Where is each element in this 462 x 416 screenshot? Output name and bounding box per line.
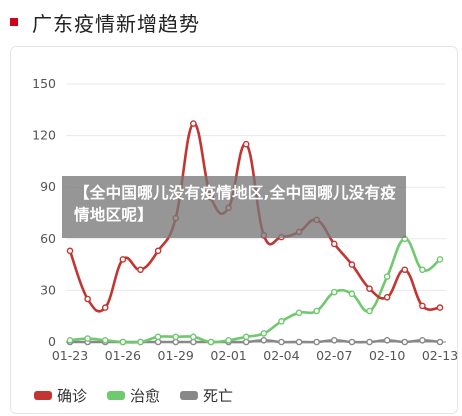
data-point: [383, 336, 391, 344]
data-point: [66, 247, 74, 255]
y-tick-label: 150: [32, 76, 56, 91]
data-point: [242, 333, 250, 341]
data-point: [190, 333, 197, 341]
data-point: [154, 333, 162, 341]
data-point: [154, 247, 162, 255]
data-point: [242, 338, 250, 346]
legend-label-death: 死亡: [203, 387, 234, 405]
x-tick-label: 02-07: [316, 348, 352, 363]
data-point: [348, 261, 356, 268]
data-point: [295, 309, 303, 317]
title-marker: [10, 18, 18, 26]
data-point: [137, 266, 144, 274]
x-tick-label: 02-04: [263, 348, 299, 363]
data-point: [401, 338, 409, 346]
data-point: [366, 307, 373, 315]
data-point: [154, 338, 162, 346]
y-tick-label: 30: [40, 282, 56, 297]
x-tick-label: 01-29: [158, 348, 194, 363]
data-point: [419, 302, 426, 310]
data-point: [313, 338, 320, 346]
legend-swatch-death: [180, 391, 199, 400]
legend-swatch-confirmed: [34, 391, 52, 400]
y-tick-label: 90: [40, 179, 56, 194]
data-point: [419, 266, 426, 274]
data-point: [172, 338, 180, 346]
y-tick-label: 0: [48, 334, 56, 349]
watermark-overlay-text: 【全中国哪儿没有疫情地区,全中国哪儿没有疫情地区呢】: [62, 176, 406, 238]
page-title: 广东疫情新增趋势: [32, 11, 200, 36]
x-tick-label: 01-26: [105, 348, 141, 363]
data-point: [66, 336, 74, 344]
data-point: [137, 338, 144, 346]
data-point: [84, 295, 91, 303]
data-point: [278, 338, 285, 346]
data-point: [383, 273, 391, 280]
series-line-0: [68, 122, 441, 313]
legend-label-confirmed: 确诊: [57, 387, 88, 405]
data-point: [366, 285, 373, 292]
data-point: [330, 288, 338, 296]
data-point: [295, 338, 303, 346]
trend-line-chart: 0 30 60 90 120 150 01-23 01-26 01-29 02-01 02-04 02…: [32, 76, 458, 363]
chart-legend: 确诊 治愈 死亡: [34, 385, 253, 406]
x-tick-label: 01-23: [52, 348, 88, 363]
data-point: [190, 338, 197, 346]
data-point: [172, 333, 180, 341]
data-point: [330, 336, 338, 344]
data-point: [225, 336, 232, 344]
data-point: [348, 290, 356, 298]
y-tick-label: 120: [32, 128, 56, 143]
data-point: [260, 336, 268, 344]
data-point: [207, 338, 215, 346]
x-tick-label: 02-13: [422, 348, 458, 363]
data-point: [436, 304, 444, 311]
data-point: [119, 338, 127, 346]
legend-item-death[interactable]: 死亡: [180, 385, 233, 406]
data-point: [260, 330, 268, 337]
data-point: [278, 318, 285, 325]
data-point: [242, 140, 250, 148]
page-header: 广东疫情新增趋势: [10, 8, 200, 36]
data-point: [366, 338, 373, 346]
data-point: [348, 338, 356, 346]
data-point: [101, 304, 109, 311]
data-point: [313, 307, 320, 315]
data-point: [84, 335, 91, 342]
legend-swatch-recovered: [107, 391, 126, 400]
legend-item-confirmed[interactable]: 确诊: [34, 385, 87, 406]
data-point: [330, 240, 338, 248]
x-tick-label: 02-01: [210, 348, 246, 363]
data-point: [119, 256, 127, 263]
data-point: [101, 336, 109, 344]
data-point: [419, 336, 426, 344]
data-point: [383, 293, 391, 301]
legend-label-recovered: 治愈: [130, 387, 161, 405]
data-point: [190, 120, 197, 127]
y-tick-label: 60: [40, 231, 56, 246]
data-point: [436, 338, 444, 346]
legend-item-recovered[interactable]: 治愈: [107, 385, 160, 406]
data-point: [436, 256, 444, 263]
x-tick-label: 02-10: [369, 348, 405, 363]
data-point: [401, 266, 409, 274]
